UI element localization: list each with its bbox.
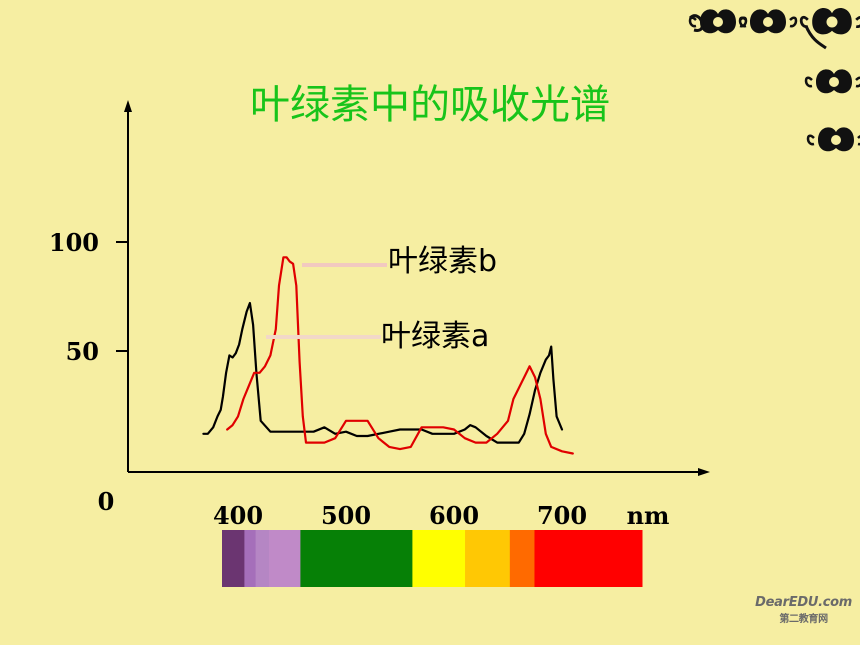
- series-leader-lines: [266, 263, 387, 339]
- flower-2: [738, 9, 798, 34]
- y-tick-label-50: 50: [66, 337, 99, 366]
- flower-2-curl: [738, 16, 798, 28]
- chart-axes: [124, 100, 710, 476]
- series-label-b: 叶绿素b: [388, 244, 497, 279]
- flower-5: [806, 127, 860, 152]
- series-line-a: [202, 301, 564, 444]
- spectrum-band-4: [300, 530, 413, 587]
- flower-1-center: [713, 17, 723, 27]
- watermark-sub-text: 第二教育网: [779, 614, 828, 625]
- y-axis-arrow: [124, 100, 132, 112]
- flower-4-center: [829, 77, 839, 87]
- x-axis-arrow: [698, 468, 710, 476]
- spectrum-band-1: [244, 530, 257, 587]
- floral-corner-ornament-icon: [688, 8, 860, 152]
- watermark-logo: DearEDU.com 第二教育网: [755, 595, 852, 625]
- flower-2-center: [763, 17, 773, 27]
- spectrum-band-8: [534, 530, 643, 587]
- flower-3: [799, 8, 860, 35]
- flower-3-center: [826, 16, 838, 28]
- chart-ticks: 50 100 0 400 500 600 700 nm: [49, 228, 670, 530]
- flower-1: [688, 9, 748, 34]
- flower-4: [804, 69, 860, 94]
- spectrum-band-6: [465, 530, 511, 587]
- x-tick-label-400: 400: [213, 501, 263, 530]
- flower-4-curl: [804, 76, 860, 88]
- origin-label: 0: [98, 487, 115, 516]
- spectrum-band-5: [412, 530, 466, 587]
- x-tick-label-700: 700: [537, 501, 587, 530]
- y-tick-label-100: 100: [49, 228, 99, 257]
- spectrum-band-2: [255, 530, 270, 587]
- color-spectrum-bar: [222, 530, 643, 587]
- ornament-vine: [688, 14, 827, 50]
- series-labels: 叶绿素b 叶绿素a: [381, 244, 497, 354]
- chart-series: [202, 256, 574, 455]
- x-tick-label-500: 500: [321, 501, 371, 530]
- chart-title: 叶绿素中的吸收光谱: [250, 82, 610, 128]
- flower-5-center: [831, 135, 841, 145]
- x-axis-label: nm: [627, 501, 670, 530]
- series-line-b: [226, 256, 574, 455]
- x-tick-label-600: 600: [429, 501, 479, 530]
- spectrum-band-3: [269, 530, 301, 587]
- spectrum-band-0: [222, 530, 245, 587]
- series-label-a: 叶绿素a: [381, 319, 489, 354]
- watermark-logo-text: DearEDU.com: [755, 595, 852, 610]
- spectrum-band-7: [509, 530, 535, 587]
